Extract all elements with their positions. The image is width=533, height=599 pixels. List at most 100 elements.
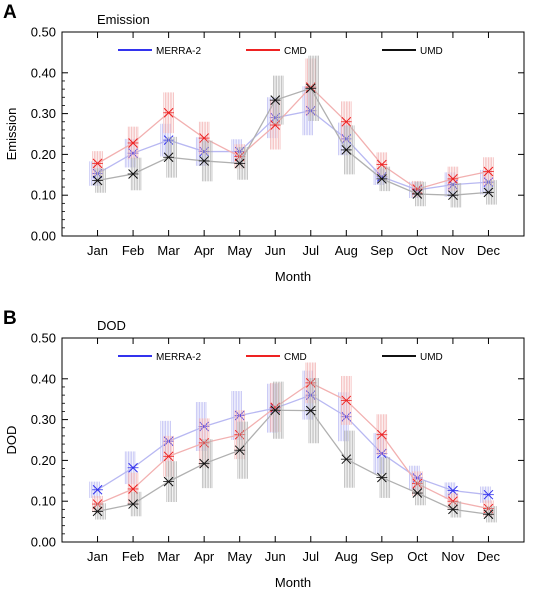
x-tick-label: Apr <box>194 243 215 258</box>
x-tick-label: Mar <box>157 243 180 258</box>
chart-title: DOD <box>97 318 126 333</box>
data-point <box>376 472 388 483</box>
series-line <box>97 86 489 190</box>
legend-label: CMD <box>284 352 307 363</box>
legend-label: UMD <box>420 352 443 363</box>
data-point <box>163 476 175 487</box>
y-axis-label: Emission <box>4 108 19 161</box>
data-point <box>163 451 175 462</box>
series-line <box>97 394 489 496</box>
data-point <box>127 462 139 473</box>
data-point <box>340 145 352 155</box>
y-tick-label: 0.30 <box>31 106 56 121</box>
y-tick-label: 0.20 <box>31 453 56 468</box>
series-cmd <box>92 58 494 198</box>
data-point <box>305 405 317 416</box>
panel-letter: B <box>3 308 17 329</box>
data-point <box>483 509 494 520</box>
data-point <box>447 174 459 184</box>
y-tick-label: 0.50 <box>31 25 56 40</box>
series-umd <box>92 377 497 523</box>
data-point <box>163 107 175 118</box>
legend-label: UMD <box>420 46 443 57</box>
y-tick-label: 0.40 <box>31 65 56 80</box>
legend-label: MERRA-2 <box>156 46 201 57</box>
x-axis-label: Month <box>275 269 311 284</box>
x-tick-label: May <box>227 549 252 564</box>
data-point <box>198 458 210 469</box>
data-point <box>483 166 494 177</box>
data-point <box>376 174 388 184</box>
data-point <box>127 499 139 509</box>
data-point <box>92 158 103 169</box>
data-point <box>340 395 352 406</box>
x-tick-label: Dec <box>477 549 501 564</box>
data-point <box>340 116 352 127</box>
x-tick-label: Nov <box>441 549 465 564</box>
series-merra-2 <box>89 370 494 503</box>
x-tick-label: Dec <box>477 243 501 258</box>
legend-label: CMD <box>284 46 307 57</box>
data-point <box>127 138 139 148</box>
data-point <box>340 454 352 465</box>
data-point <box>411 488 423 498</box>
y-tick-label: 0.30 <box>31 412 56 427</box>
x-tick-label: Jun <box>265 549 286 564</box>
x-tick-label: Jan <box>87 243 108 258</box>
x-tick-label: Jul <box>302 243 319 258</box>
x-tick-label: Apr <box>194 549 215 564</box>
x-tick-label: Feb <box>122 243 144 258</box>
data-point <box>92 484 103 495</box>
panel-letter: A <box>3 2 17 23</box>
x-axis-label: Month <box>275 575 311 590</box>
data-point <box>483 489 494 500</box>
data-point <box>447 190 459 201</box>
x-tick-label: Aug <box>335 243 358 258</box>
data-point <box>447 504 459 515</box>
x-tick-label: Mar <box>157 549 180 564</box>
series-line <box>97 409 489 515</box>
y-tick-label: 0.20 <box>31 147 56 162</box>
series-merra-2 <box>89 86 494 199</box>
data-point <box>269 95 281 105</box>
legend-label: MERRA-2 <box>156 352 201 363</box>
panel-emission: A Emission 0.00 0.10 0.20 0.30 0.40 0.50 Jan Feb M… <box>3 2 525 284</box>
x-tick-label: Nov <box>441 243 465 258</box>
x-tick-label: May <box>227 243 252 258</box>
series-umd <box>92 55 497 208</box>
x-tick-label: Feb <box>122 549 144 564</box>
x-tick-label: Sep <box>370 243 393 258</box>
panel-dod: B DOD 0.00 0.10 0.20 0.30 0.40 0.50 Jan Feb Mar Apr… <box>3 308 525 590</box>
y-tick-label: 0.10 <box>31 494 56 509</box>
x-tick-label: Jan <box>87 549 108 564</box>
y-tick-label: 0.50 <box>31 331 56 346</box>
y-tick-label: 0.40 <box>31 371 56 386</box>
plot-frame <box>61 337 525 543</box>
data-point <box>234 445 246 456</box>
x-tick-label: Jun <box>265 243 286 258</box>
y-tick-label: 0.00 <box>31 535 56 550</box>
series-line <box>97 87 489 196</box>
x-tick-label: Aug <box>335 549 358 564</box>
data-point <box>163 152 175 163</box>
data-point <box>198 156 210 166</box>
chart-title: Emission <box>97 12 150 27</box>
data-point <box>127 169 139 179</box>
x-tick-label: Sep <box>370 549 393 564</box>
data-point <box>483 187 494 198</box>
y-tick-label: 0.00 <box>31 229 56 244</box>
data-point <box>411 189 423 199</box>
x-tick-label: Oct <box>407 243 428 258</box>
data-point <box>376 429 388 440</box>
x-tick-label: Jul <box>302 549 319 564</box>
x-tick-label: Oct <box>407 549 428 564</box>
data-point <box>269 405 281 416</box>
data-point <box>305 83 317 94</box>
y-axis-label: DOD <box>4 426 19 455</box>
series-cmd <box>92 362 494 517</box>
data-point <box>92 175 103 186</box>
plot-frame <box>61 31 525 237</box>
data-point <box>92 506 103 517</box>
y-tick-label: 0.10 <box>31 188 56 203</box>
